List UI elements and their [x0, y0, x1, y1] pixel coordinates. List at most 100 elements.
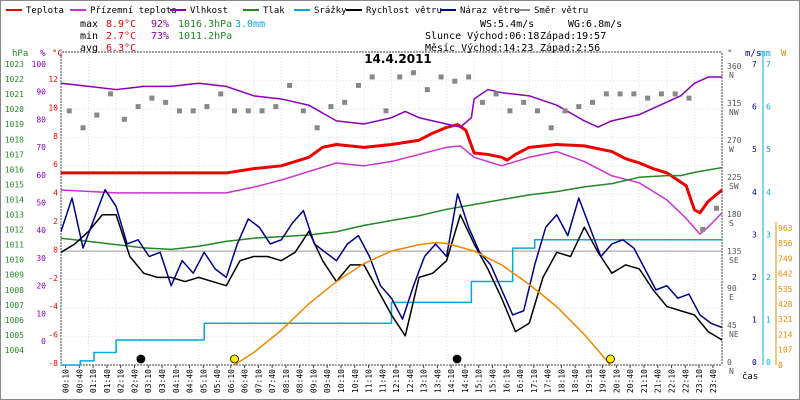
axis-title-mm: mm: [760, 49, 771, 59]
wind-dir-point-29: [466, 74, 472, 80]
tick-time-45: 22:40: [681, 369, 690, 393]
stats-max-hum: 92%: [151, 19, 169, 30]
tick-time-47: 23:40: [709, 369, 718, 393]
tick-time-36: 18:10: [557, 369, 566, 393]
tick-hpa-3: 1020: [5, 105, 24, 114]
legend-label-1: Přízemní teplota: [90, 6, 177, 16]
tick-pct-5: 50: [36, 199, 46, 208]
tick-pct-7: 30: [36, 254, 46, 263]
series-line-5: [60, 214, 723, 341]
axis-title-w: W: [781, 49, 787, 59]
tick-mm-2: 5: [766, 145, 771, 154]
tick-w-6: 321: [778, 315, 793, 324]
axis-title-degc: °C: [52, 49, 63, 59]
tick-pct-1: 90: [36, 88, 46, 97]
tick-hpa-1: 1022: [5, 75, 24, 84]
tick-ms-0: 7: [752, 60, 757, 69]
wind-dir-point-27: [438, 74, 444, 80]
chart-title: 14.4.2011: [364, 52, 432, 66]
tick-time-22: 11:10: [365, 369, 374, 393]
tick-time-42: 21:10: [640, 369, 649, 393]
wind-dir-point-31: [493, 91, 499, 97]
tick-hpa-9: 1014: [5, 195, 24, 204]
legend-label-4: Srážky: [314, 6, 347, 16]
tick-time-32: 16:10: [502, 369, 511, 393]
wind-dir-point-13: [245, 108, 251, 114]
legend-label-6: Náraz větru: [460, 6, 520, 16]
tick-w-8: 107: [778, 346, 793, 355]
tick-hpa-15: 1008: [5, 286, 24, 295]
tick-w-9: 0: [778, 361, 783, 370]
tick-deg-4: 180: [727, 210, 742, 219]
info-moonset: Západ:2:56: [540, 42, 600, 54]
wind-dir-point-16: [287, 82, 293, 88]
info-ws: WS:5.4m/s: [480, 19, 534, 30]
markers: [136, 354, 615, 364]
wind-dir-point-43: [658, 91, 664, 97]
tick-ms-2: 5: [752, 145, 757, 154]
sunset-marker: [606, 354, 615, 364]
tick-time-18: 09:10: [309, 369, 318, 393]
series: [60, 70, 723, 366]
series-line-0: [61, 123, 723, 215]
tick-degc-5: 2: [53, 217, 58, 226]
tick-hpa-14: 1009: [5, 271, 24, 280]
tick-w-5: 428: [778, 300, 793, 309]
moonrise-marker: [452, 354, 462, 364]
moonset-marker: [136, 354, 146, 364]
info-sunset: Západ:19:57: [540, 30, 606, 42]
stats-avg-label: avg: [80, 43, 98, 54]
tick-time-13: 06:40: [241, 369, 250, 393]
tick-pct-8: 20: [36, 282, 46, 291]
wind-dir-point-10: [204, 104, 210, 110]
tick-time-14: 07:10: [254, 369, 263, 393]
tick-hpa-2: 1021: [5, 90, 24, 99]
wind-dir-point-20: [342, 99, 348, 105]
legend-label-2: Vlhkost: [190, 6, 228, 16]
tick-time-0: 00:10: [62, 369, 71, 393]
legend-label-5: Rychlost větru: [366, 6, 442, 16]
tick-dir-6: E: [729, 293, 734, 302]
tick-time-9: 04:40: [186, 369, 195, 393]
tick-mm-3: 4: [766, 188, 771, 197]
wind-dir-point-9: [190, 108, 196, 114]
tick-time-30: 15:10: [475, 369, 484, 393]
wind-dir-point-0: [66, 108, 72, 114]
wind-dir-point-7: [163, 99, 169, 105]
tick-ms-1: 6: [752, 103, 757, 112]
wind-dir-point-44: [672, 91, 678, 97]
tick-time-11: 05:40: [213, 369, 222, 393]
stats-max-label: max: [80, 19, 98, 30]
tick-pct-9: 10: [36, 309, 46, 318]
stats-min-temp: 2.7°C: [106, 31, 136, 42]
tick-mm-1: 6: [766, 103, 771, 112]
tick-deg-3: 225: [727, 173, 742, 182]
tick-time-4: 02:10: [117, 369, 126, 393]
tick-pct-4: 60: [36, 171, 46, 180]
wind-dir-point-18: [314, 125, 320, 131]
tick-deg-8: 0: [727, 358, 732, 367]
tick-time-31: 15:40: [488, 369, 497, 393]
wind-dir-point-35: [548, 125, 554, 131]
tick-mm-7: 0: [766, 358, 771, 367]
stats-block: max 8.9°C 92% 1016.3hPa 3.0mm min 2.7°C …: [80, 19, 265, 54]
wind-dir-point-42: [645, 95, 651, 101]
wind-dir-point-41: [631, 91, 637, 97]
legend-label-7: Směr větru: [534, 6, 588, 16]
series-line-4: [61, 239, 722, 366]
tick-degc-9: -6: [48, 331, 58, 340]
tick-ms-4: 3: [752, 230, 757, 239]
tick-degc-6: 0: [53, 245, 58, 254]
wind-dir-point-3: [108, 91, 114, 97]
wind-dir-point-32: [507, 108, 513, 114]
wind-dir-point-19: [328, 104, 334, 110]
tick-time-28: 14:10: [447, 369, 456, 393]
tick-w-0: 963: [778, 224, 793, 233]
tick-degc-4: 4: [53, 189, 58, 198]
series-line-2: [60, 76, 722, 128]
wind-dir-point-28: [452, 78, 458, 84]
series-line-6: [60, 188, 723, 329]
axis-title-deg: °: [727, 49, 732, 59]
tick-time-16: 08:10: [282, 369, 291, 393]
tick-degc-2: 8: [53, 132, 58, 141]
